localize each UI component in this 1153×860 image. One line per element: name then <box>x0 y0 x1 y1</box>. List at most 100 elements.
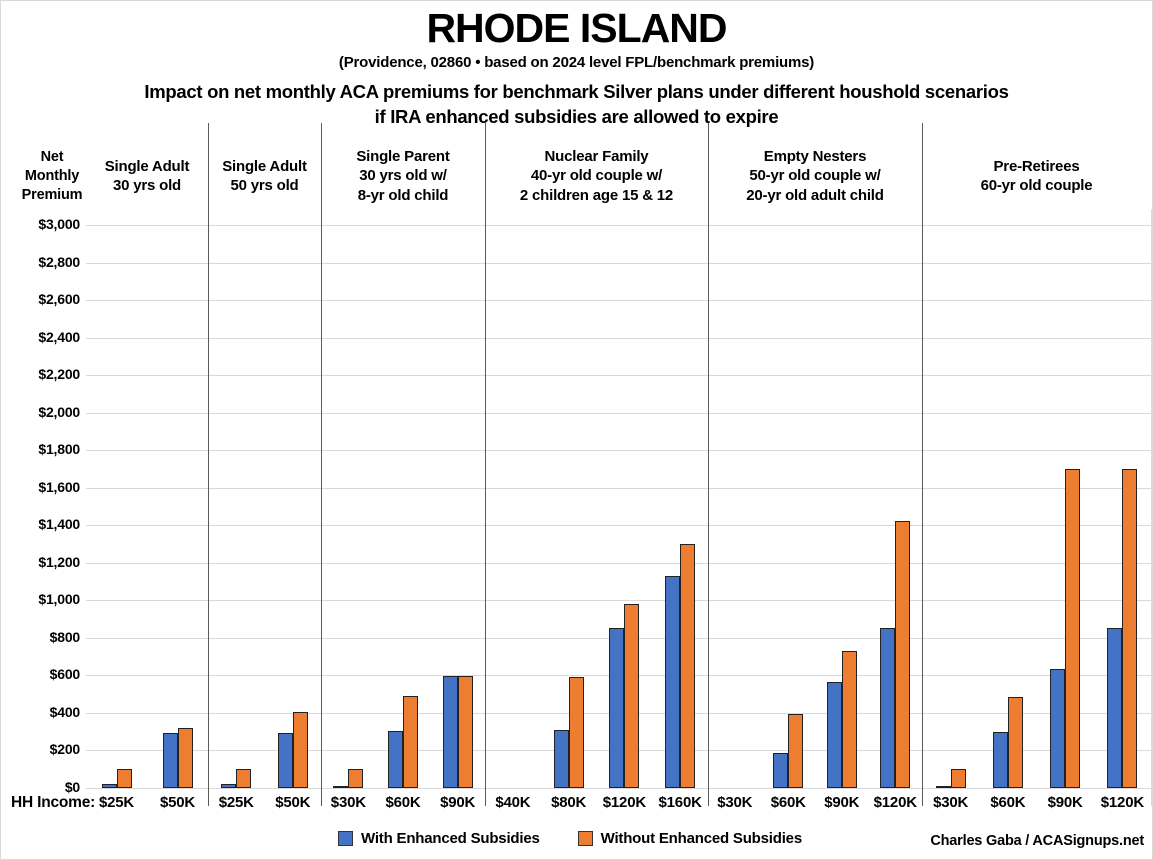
bar-with-enhanced <box>553 729 569 788</box>
gridline <box>86 675 1151 677</box>
y-tick-label: $2,200 <box>38 366 80 383</box>
column-separator <box>321 123 322 806</box>
bar-with-enhanced <box>665 575 681 788</box>
bar-with-enhanced <box>826 681 842 788</box>
x-tick-label: $60K <box>990 794 1026 811</box>
group-header: Single Adult 50 yrs old <box>222 157 307 195</box>
gridline <box>86 375 1151 377</box>
x-tick-label: $30K <box>717 794 753 811</box>
legend-label-with-enhanced: With Enhanced Subsidies <box>361 830 540 847</box>
bar-with-enhanced <box>1107 628 1123 788</box>
group-header: Pre-Retirees 60-yr old couple <box>980 157 1093 195</box>
legend-swatch-with-enhanced-icon <box>338 831 353 846</box>
chart-title: RHODE ISLAND <box>426 5 727 51</box>
x-tick-label: $60K <box>385 794 421 811</box>
y-tick-label: $2,400 <box>38 328 80 345</box>
x-tick-label: $50K <box>275 794 311 811</box>
y-tick-label: $1,000 <box>38 591 80 608</box>
bar-with-enhanced <box>992 731 1008 788</box>
legend-item-without-enhanced: Without Enhanced Subsidies <box>577 830 803 847</box>
bar-with-enhanced <box>442 676 458 788</box>
gridline <box>86 300 1151 302</box>
bar-without-enhanced <box>457 676 473 788</box>
y-tick-label: $1,800 <box>38 441 80 458</box>
y-tick-label: $800 <box>49 628 81 645</box>
bar-with-enhanced <box>221 784 237 788</box>
gridline <box>86 562 1151 564</box>
y-tick-label: $400 <box>49 703 81 720</box>
y-tick-label: $200 <box>49 741 81 758</box>
x-tick-label: $30K <box>933 794 969 811</box>
group-header: Single Parent 30 yrs old w/ 8-yr old chi… <box>356 147 450 204</box>
y-tick-label: $1,400 <box>38 516 80 533</box>
bar-without-enhanced <box>1122 468 1138 788</box>
bar-without-enhanced <box>403 696 418 788</box>
chart-subtitle: (Providence, 02860 • based on 2024 level… <box>338 54 815 71</box>
gridline <box>86 487 1151 489</box>
gridline <box>86 600 1151 602</box>
x-tick-label: $90K <box>1047 794 1083 811</box>
bar-without-enhanced <box>1007 696 1023 788</box>
chart-description-line1: Impact on net monthly ACA premiums for b… <box>144 81 1009 102</box>
bar-without-enhanced <box>1065 468 1081 788</box>
bar-without-enhanced <box>624 604 640 788</box>
x-tick-label: $30K <box>330 794 366 811</box>
x-tick-label: $90K <box>440 794 476 811</box>
y-tick-label: $3,000 <box>38 216 80 232</box>
bar-without-enhanced <box>680 544 696 788</box>
y-tick-label: $2,600 <box>38 291 80 308</box>
bar-with-enhanced <box>880 628 896 788</box>
y-tick-label: $2,800 <box>38 253 80 270</box>
bar-with-enhanced <box>388 730 403 788</box>
bar-without-enhanced <box>788 713 804 788</box>
gridline <box>86 225 1151 226</box>
legend: With Enhanced Subsidies Without Enhanced… <box>338 830 802 847</box>
x-axis-label: HH Income: <box>11 794 96 811</box>
legend-swatch-without-enhanced-icon <box>577 831 593 846</box>
group-header: Empty Nesters 50-yr old couple w/ 20-yr … <box>746 147 884 204</box>
bar-with-enhanced <box>609 628 625 788</box>
bar-without-enhanced <box>348 769 364 788</box>
gridline <box>86 788 1151 789</box>
bar-with-enhanced <box>333 785 349 788</box>
y-tick-label: $2,000 <box>38 403 80 420</box>
column-separator <box>708 123 709 806</box>
group-header: Single Adult 30 yrs old <box>104 157 190 195</box>
y-tick-label: $1,200 <box>38 553 80 570</box>
bar-with-enhanced <box>773 753 789 788</box>
gridline <box>86 450 1151 452</box>
bar-without-enhanced <box>841 651 857 788</box>
bar-without-enhanced <box>236 769 252 788</box>
legend-item-with-enhanced: With Enhanced Subsidies <box>338 830 540 847</box>
y-tick-label: $1,600 <box>38 478 80 495</box>
x-tick-label: $25K <box>218 794 254 811</box>
y-tick-label: $600 <box>49 666 81 683</box>
gridline <box>86 412 1151 414</box>
y-tick-label: $0 <box>64 779 80 795</box>
gridline <box>86 637 1151 639</box>
bar-without-enhanced <box>950 769 966 788</box>
legend-label-without-enhanced: Without Enhanced Subsidies <box>600 830 803 847</box>
bar-without-enhanced <box>116 769 132 788</box>
x-tick-label: $120K <box>873 794 917 811</box>
x-tick-label: $120K <box>602 794 646 811</box>
x-tick-label: $90K <box>824 794 860 811</box>
gridline <box>86 750 1151 752</box>
bar-without-enhanced <box>568 677 584 788</box>
bar-with-enhanced <box>101 784 117 788</box>
chart-description-line2: if IRA enhanced subsidies are allowed to… <box>374 106 779 127</box>
column-separator <box>485 123 486 806</box>
x-tick-label: $40K <box>495 794 531 811</box>
bar-with-enhanced <box>277 732 293 788</box>
gridline <box>86 262 1151 264</box>
x-tick-label: $50K <box>159 794 196 811</box>
bar-with-enhanced <box>935 785 951 788</box>
column-separator <box>922 123 923 806</box>
bar-with-enhanced <box>1050 668 1066 788</box>
gridline <box>86 525 1151 527</box>
gridline <box>86 337 1151 339</box>
bar-without-enhanced <box>895 520 911 788</box>
column-separator <box>208 123 209 806</box>
